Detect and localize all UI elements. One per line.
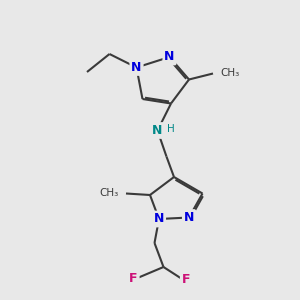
Text: H: H — [167, 124, 175, 134]
Text: N: N — [184, 211, 194, 224]
Text: F: F — [182, 273, 190, 286]
Text: CH₃: CH₃ — [99, 188, 119, 199]
Text: N: N — [152, 124, 163, 137]
Text: N: N — [131, 61, 142, 74]
Text: N: N — [154, 212, 164, 226]
Text: F: F — [129, 272, 138, 285]
Text: N: N — [164, 50, 175, 64]
Text: CH₃: CH₃ — [220, 68, 240, 79]
